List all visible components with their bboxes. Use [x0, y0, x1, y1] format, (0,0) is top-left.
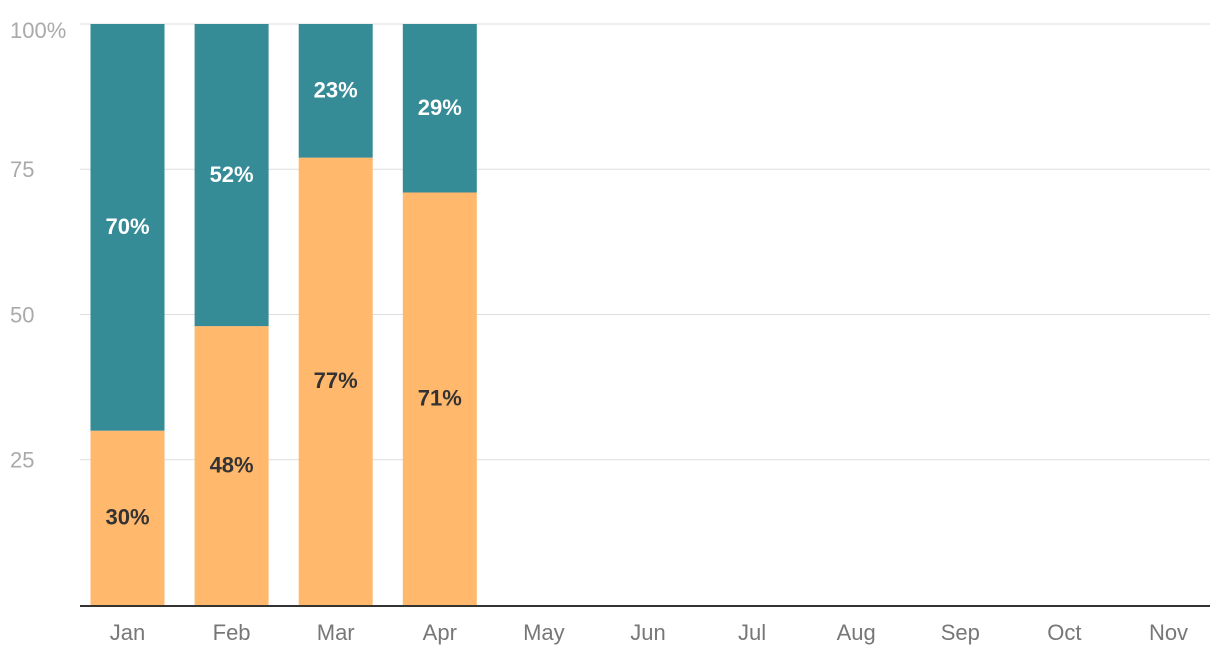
- bar-segment: [90, 24, 165, 431]
- data-labels: 30% 70% 48% 52% 77% 23% 71% 29%: [105, 78, 461, 530]
- y-tick-label: 75: [10, 157, 34, 182]
- y-axis-ticks: 25 50 75 100%: [10, 18, 66, 473]
- x-tick-label: May: [523, 620, 565, 645]
- x-tick-label: Sep: [941, 620, 980, 645]
- x-tick-label: Mar: [317, 620, 355, 645]
- data-label: 70%: [105, 214, 149, 239]
- data-label: 30%: [105, 505, 149, 530]
- bar-segment: [298, 24, 373, 158]
- bar-segment: [402, 24, 477, 193]
- bar-segment: [194, 24, 269, 327]
- data-label: 29%: [418, 95, 462, 120]
- x-tick-label: Feb: [213, 620, 251, 645]
- x-tick-label: Nov: [1149, 620, 1188, 645]
- data-label: 52%: [210, 162, 254, 187]
- data-label: 71%: [418, 386, 462, 411]
- x-tick-label: Jun: [630, 620, 665, 645]
- bar-segment: [402, 192, 477, 606]
- data-label: 23%: [314, 78, 358, 103]
- x-tick-label: Jul: [738, 620, 766, 645]
- x-tick-label: Jan: [110, 620, 145, 645]
- x-axis-ticks: Jan Feb Mar Apr May Jun Jul Aug Sep Oct Nov: [110, 620, 1188, 645]
- x-tick-label: Oct: [1047, 620, 1081, 645]
- bar-segment: [90, 430, 165, 605]
- data-label: 48%: [210, 452, 254, 477]
- data-label: 77%: [314, 368, 358, 393]
- y-tick-label: 50: [10, 302, 34, 327]
- bars: [90, 24, 477, 606]
- x-tick-label: Aug: [837, 620, 876, 645]
- y-tick-label: 25: [10, 448, 34, 473]
- y-tick-label: 100%: [10, 18, 66, 43]
- bar-segment: [194, 326, 269, 605]
- x-tick-label: Apr: [423, 620, 457, 645]
- bar-segment: [298, 157, 373, 605]
